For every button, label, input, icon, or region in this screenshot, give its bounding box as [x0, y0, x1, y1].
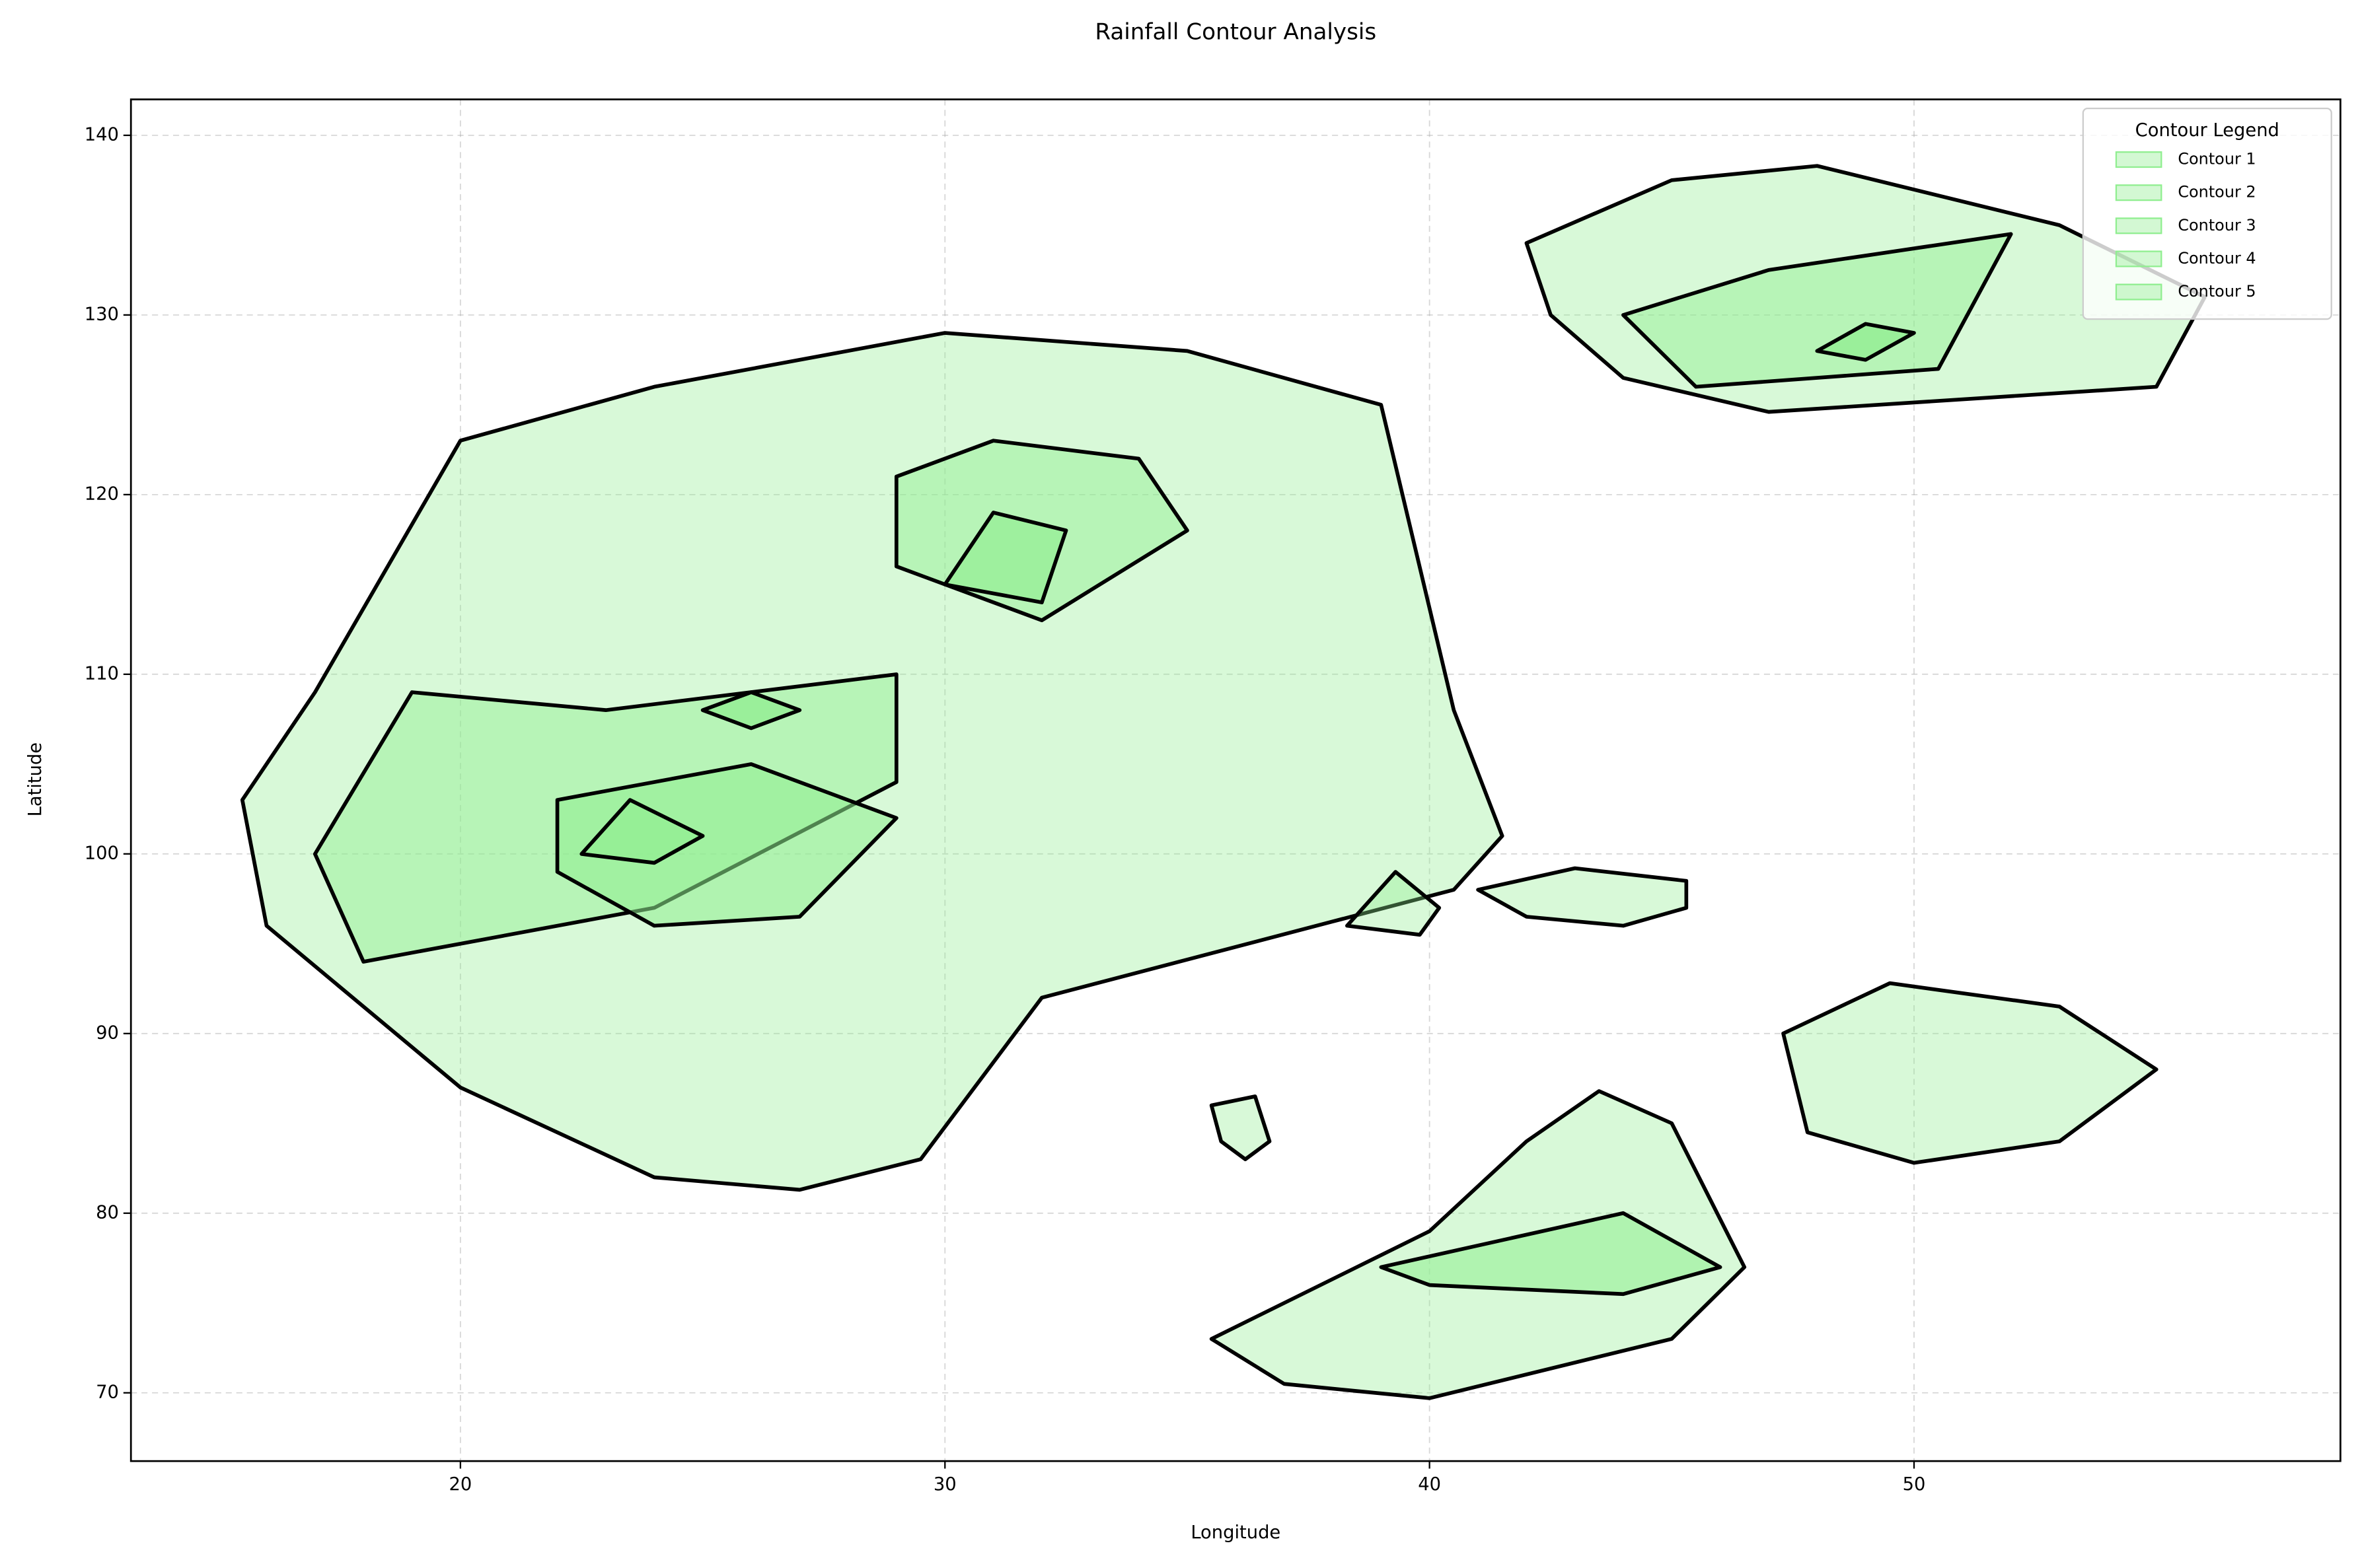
legend-swatch	[2115, 217, 2162, 234]
legend-title: Contour Legend	[2135, 120, 2279, 141]
legend-swatch	[2115, 250, 2162, 267]
legend-label: Contour 2	[2178, 183, 2256, 201]
y-tick-label: 140	[85, 124, 119, 145]
axes: 20 30 40 50 70 80 90 100 110 120 130 140	[85, 98, 2342, 1495]
x-axis-label: Longitude	[1191, 1522, 1280, 1543]
x-tick-label: 30	[934, 1474, 957, 1495]
x-tick-label: 50	[1903, 1474, 1926, 1495]
y-tick-label: 110	[85, 663, 119, 684]
x-tick-label: 20	[449, 1474, 472, 1495]
legend-label: Contour 3	[2178, 216, 2256, 234]
contour-region	[943, 511, 1068, 604]
legend-swatch	[2115, 184, 2162, 201]
contour-region	[1815, 322, 1916, 362]
contour-region	[1345, 870, 1442, 937]
y-tick-label: 70	[96, 1382, 119, 1402]
contour-region	[579, 798, 705, 865]
y-axis-label: Latitude	[25, 742, 46, 816]
contour-region	[700, 690, 802, 731]
legend-label: Contour 1	[2178, 150, 2256, 168]
contour-region	[240, 331, 1504, 1192]
y-tick-label: 120	[85, 483, 119, 504]
legend-label: Contour 5	[2178, 282, 2256, 301]
contour-region	[1781, 981, 2158, 1165]
contour-region	[1476, 866, 1689, 928]
contour-region	[1621, 232, 2013, 389]
plot-area	[240, 164, 2207, 1400]
contour-region	[1209, 1094, 1272, 1161]
y-tick-label: 130	[85, 304, 119, 324]
legend-swatch	[2115, 151, 2162, 168]
chart-title: Rainfall Contour Analysis	[1095, 19, 1376, 46]
legend-swatch	[2115, 283, 2162, 301]
legend-label: Contour 4	[2178, 249, 2256, 267]
y-tick-label: 90	[96, 1022, 119, 1043]
y-tick-label: 100	[85, 843, 119, 863]
axes-frame	[129, 98, 2342, 1462]
contour-region	[1524, 164, 2207, 414]
legend: Contour Legend Contour 1 Contour 2 Contour …	[2082, 108, 2332, 320]
y-tick-label: 80	[96, 1202, 119, 1223]
grid	[131, 99, 2341, 1462]
contour-region	[1379, 1211, 1722, 1297]
x-tick-label: 40	[1418, 1474, 1441, 1495]
